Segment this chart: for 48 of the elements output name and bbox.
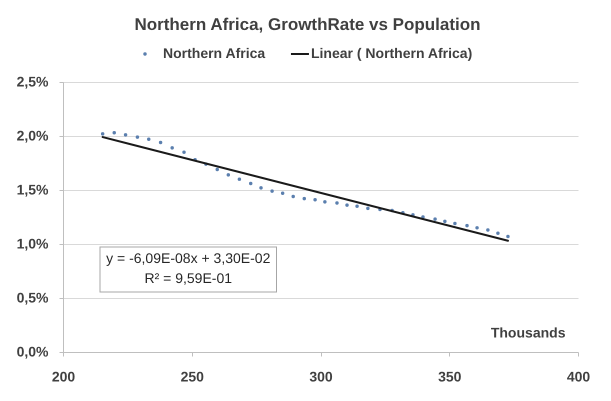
x-tick-label: 350 — [438, 368, 462, 384]
point — [345, 203, 349, 207]
point — [136, 135, 140, 139]
point — [323, 200, 327, 204]
annotation: y = -6,09E-08x + 3,30E-02 — [106, 250, 271, 266]
point — [486, 228, 490, 232]
y-tick-label: 0,0% — [16, 344, 50, 360]
x-tick-label: 300 — [309, 368, 333, 384]
point — [313, 198, 317, 202]
point — [291, 194, 295, 198]
x-tick-label: 400 — [566, 368, 590, 384]
chart-title: Northern Africa, GrowthRate vs Population — [134, 15, 481, 34]
point — [453, 222, 457, 226]
x-tick-label: 200 — [52, 368, 76, 384]
point — [443, 220, 447, 224]
point — [280, 192, 284, 195]
point — [496, 231, 500, 235]
point — [366, 206, 370, 210]
y-tick-label: 1,0% — [16, 236, 50, 252]
annotation: R² = 9,59E-01 — [144, 270, 232, 286]
point — [112, 131, 116, 134]
point — [302, 196, 306, 200]
point — [465, 224, 469, 228]
point — [259, 186, 263, 190]
legend-label: Linear ( Northern Africa) — [310, 45, 472, 61]
point — [433, 217, 437, 221]
point — [158, 140, 162, 144]
point — [248, 182, 252, 186]
y-tick-label: 2,5% — [16, 74, 50, 90]
legend-label: Northern Africa — [163, 45, 266, 61]
x-axis-title: Thousands — [490, 324, 566, 340]
point — [270, 189, 274, 193]
point — [238, 177, 242, 181]
y-tick-label: 2,0% — [16, 128, 50, 144]
point — [226, 173, 230, 177]
point — [147, 138, 150, 141]
point — [506, 234, 510, 238]
point — [182, 150, 186, 154]
point — [355, 204, 359, 208]
point — [335, 201, 339, 205]
point — [100, 132, 104, 136]
point — [216, 168, 219, 172]
x-tick-label: 250 — [180, 368, 204, 384]
point — [475, 226, 479, 230]
point — [124, 133, 128, 137]
point — [170, 146, 174, 150]
y-tick-label: 1,5% — [16, 182, 50, 198]
y-tick-label: 0,5% — [16, 290, 50, 306]
